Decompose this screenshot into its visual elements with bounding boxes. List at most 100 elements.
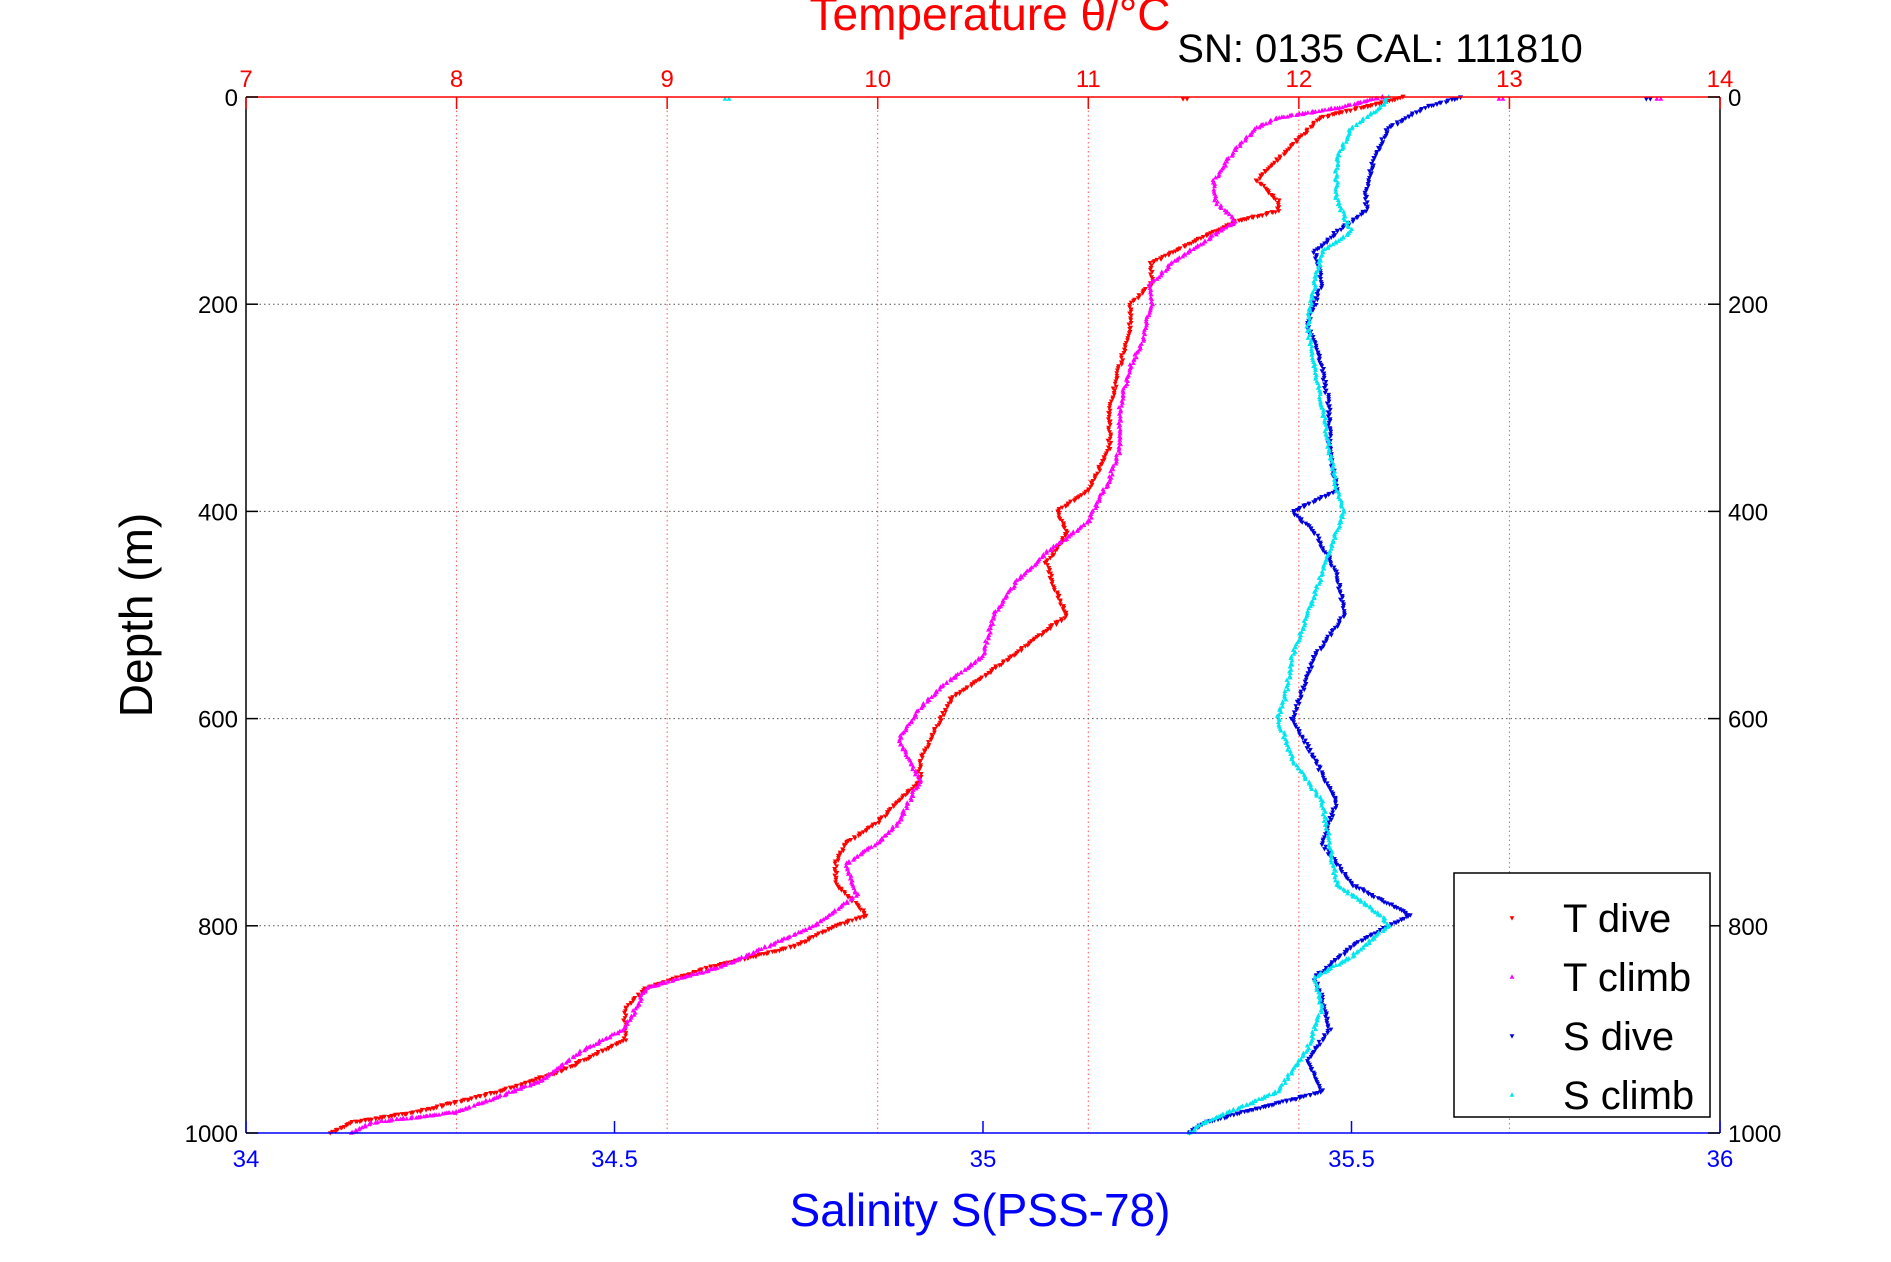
data-point: [1307, 1062, 1313, 1068]
data-point: [1332, 105, 1338, 111]
x-top-tick-label: 9: [660, 66, 673, 93]
data-point: [1312, 341, 1318, 346]
data-point: [1223, 210, 1229, 215]
data-point: [1186, 241, 1192, 247]
data-point: [1319, 800, 1325, 806]
data-point: [988, 618, 994, 623]
data-point: [1326, 842, 1332, 848]
data-point: [792, 944, 797, 950]
data-point: [1302, 620, 1308, 626]
data-point: [385, 1118, 391, 1123]
data-point: [1298, 691, 1304, 697]
data-point: [1352, 101, 1357, 107]
data-point: [1368, 933, 1374, 938]
data-point: [1325, 423, 1331, 428]
data-point: [1316, 1000, 1322, 1005]
data-point: [1350, 884, 1356, 889]
data-point: [591, 1053, 596, 1058]
data-point: [1290, 759, 1296, 764]
data-point: [1206, 236, 1212, 242]
data-point: [408, 1111, 414, 1116]
data-point: [1294, 112, 1299, 118]
data-point: [515, 1086, 520, 1092]
data-point: [1100, 458, 1105, 464]
data-point: [631, 1012, 637, 1017]
data-point: [796, 929, 801, 935]
data-point: [1312, 286, 1317, 292]
data-point: [1120, 400, 1125, 405]
data-point: [1331, 565, 1337, 570]
data-point: [1207, 1117, 1213, 1123]
data-point: [627, 1017, 633, 1022]
x-bottom-tick-label: 36: [1707, 1146, 1734, 1173]
data-point: [1275, 202, 1281, 208]
data-point: [1289, 657, 1295, 663]
data-point: [1147, 267, 1153, 273]
data-point: [1299, 520, 1305, 525]
data-point: [911, 784, 917, 790]
data-point: [1182, 244, 1188, 250]
data-point: [1107, 422, 1113, 428]
data-point: [1368, 173, 1373, 178]
legend-marker: [1509, 1034, 1515, 1039]
data-point: [1118, 353, 1124, 358]
legend: T dive T climb S dive S climb: [1453, 872, 1711, 1118]
data-point: [1324, 553, 1330, 559]
data-point: [568, 1064, 574, 1070]
data-point: [1333, 962, 1339, 967]
data-point: [425, 1106, 431, 1112]
data-point: [1212, 1115, 1218, 1121]
data-point: [1338, 597, 1343, 602]
data-point: [571, 1054, 577, 1060]
data-point: [908, 719, 914, 725]
data-point: [1392, 920, 1398, 926]
data-point: [1334, 569, 1339, 574]
data-point: [1296, 701, 1302, 707]
data-point: [1059, 618, 1064, 624]
data-point: [1388, 124, 1394, 130]
data-point: [856, 833, 862, 839]
data-point: [1328, 1027, 1334, 1033]
data-point: [1338, 227, 1344, 233]
data-point: [1149, 263, 1154, 268]
data-point: [1317, 394, 1322, 400]
data-point: [1308, 346, 1314, 352]
data-point: [394, 1116, 400, 1122]
data-point: [1378, 143, 1384, 149]
data-point: [622, 1010, 627, 1016]
data-point: [983, 673, 989, 679]
data-point: [1338, 517, 1343, 522]
data-point: [1409, 113, 1415, 118]
data-point: [1143, 316, 1149, 322]
data-point: [1273, 1101, 1279, 1106]
data-point: [932, 730, 937, 736]
data-point: [1057, 599, 1063, 604]
data-point: [925, 740, 931, 745]
data-point: [739, 954, 744, 960]
data-point: [703, 969, 709, 974]
data-point: [1046, 570, 1051, 575]
data-point: [1309, 352, 1314, 357]
data-point: [932, 728, 937, 733]
data-point: [1326, 448, 1332, 453]
stray-point: [1658, 96, 1664, 101]
data-point: [1322, 969, 1328, 975]
data-point: [1335, 162, 1341, 168]
data-point: [984, 640, 990, 645]
data-point: [1105, 481, 1110, 486]
data-point: [700, 970, 705, 975]
data-point: [1325, 245, 1331, 250]
data-point: [1318, 276, 1324, 282]
data-point: [630, 1008, 636, 1013]
data-point: [1127, 367, 1133, 373]
data-point: [669, 978, 675, 983]
data-point: [1235, 1106, 1241, 1111]
data-point: [1404, 915, 1410, 920]
data-point: [1306, 1056, 1312, 1062]
data-point: [1324, 781, 1330, 786]
data-point: [1322, 418, 1327, 423]
data-point: [876, 839, 882, 845]
data-point: [1293, 644, 1298, 650]
data-point: [1297, 635, 1303, 640]
